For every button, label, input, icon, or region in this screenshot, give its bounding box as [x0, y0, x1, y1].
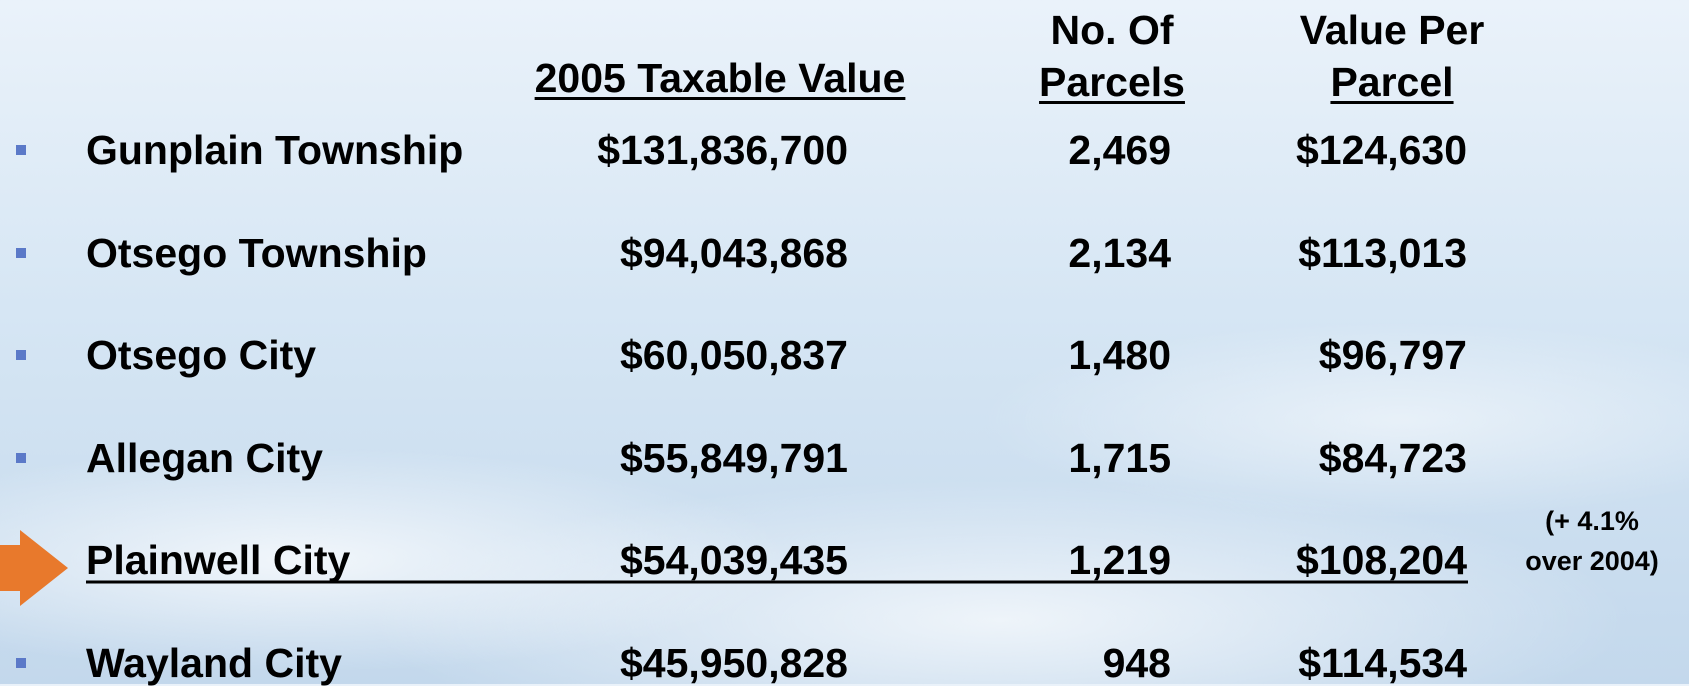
header-cell: Value Per [1299, 7, 1485, 53]
cell: $94,043,868 [619, 230, 848, 276]
header-cell: Parcels [1039, 59, 1185, 105]
cell: $131,836,700 [597, 127, 848, 173]
row-label: Wayland City [86, 640, 342, 686]
cell: $96,797 [1318, 332, 1467, 378]
bullet [16, 453, 26, 463]
cell: $45,950,828 [619, 640, 848, 686]
cell: 948 [1102, 640, 1171, 686]
cell: 1,480 [1068, 332, 1171, 378]
cell: $84,723 [1318, 435, 1467, 481]
cell: 2,469 [1068, 127, 1171, 173]
cell: $60,050,837 [619, 332, 848, 378]
cell: $114,534 [1298, 640, 1467, 686]
bullet [16, 658, 26, 668]
row-label: Otsego City [86, 332, 317, 378]
bullet [16, 350, 26, 360]
row-label: Plainwell City [86, 537, 351, 583]
cell: 2,134 [1068, 230, 1171, 276]
bullet [16, 145, 26, 155]
cell: 1,715 [1068, 435, 1171, 481]
row-label: Allegan City [86, 435, 323, 481]
arrow [0, 530, 68, 606]
row-label: Otsego Township [86, 230, 427, 276]
header-cell: No. Of [1050, 7, 1174, 53]
bullet [16, 248, 26, 258]
cell: 1,219 [1068, 537, 1171, 583]
cell: $113,013 [1298, 230, 1467, 276]
row-label: Gunplain Township [86, 127, 464, 173]
annotation: (+ 4.1% [1545, 506, 1639, 536]
cell: $108,204 [1295, 537, 1467, 583]
header-cell: 2005 Taxable Value [534, 55, 906, 101]
cell: $124,630 [1295, 127, 1467, 173]
cell: $54,039,435 [619, 537, 848, 583]
annotation: over 2004) [1525, 546, 1659, 576]
header-cell: Parcel [1330, 59, 1454, 105]
cell: $55,849,791 [619, 435, 848, 481]
